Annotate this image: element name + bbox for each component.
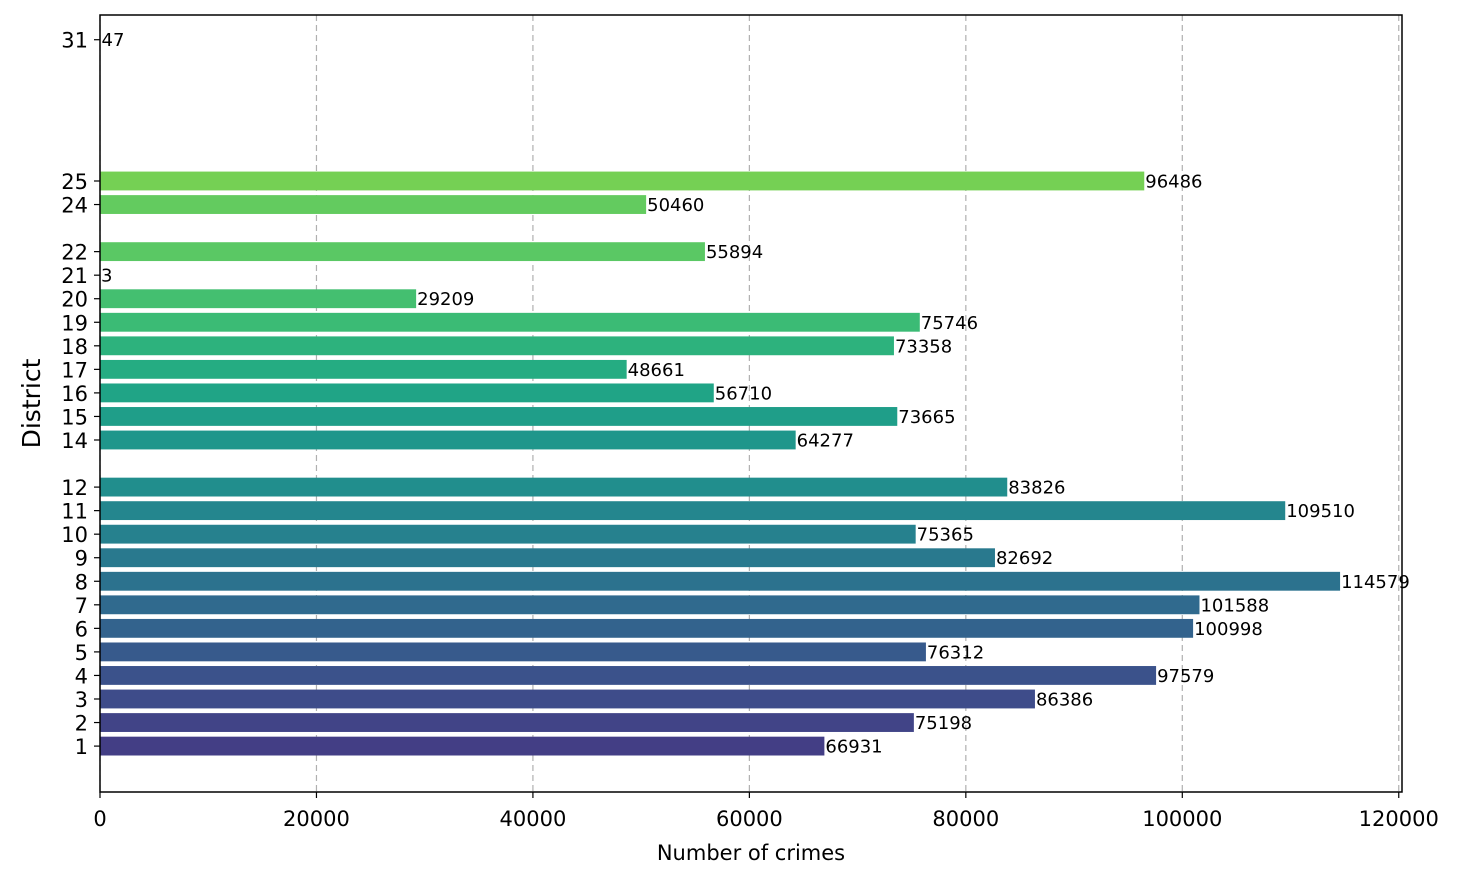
x-tick-label: 20000 — [283, 807, 350, 831]
y-tick-label: 12 — [61, 476, 88, 500]
data-label-district-9: 82692 — [996, 548, 1053, 569]
data-label-district-8: 114579 — [1341, 572, 1410, 593]
bar-district-2 — [100, 713, 914, 732]
y-tick-label: 15 — [61, 405, 88, 429]
y-tick-label: 14 — [61, 429, 88, 453]
bar-district-4 — [100, 666, 1157, 685]
data-label-district-12: 83826 — [1008, 478, 1065, 499]
y-tick-label: 4 — [75, 664, 88, 688]
data-label-district-16: 56710 — [715, 383, 772, 404]
y-tick-label: 2 — [75, 712, 88, 736]
y-tick-label: 21 — [61, 264, 88, 288]
bar-district-15 — [100, 407, 898, 426]
bar-district-9 — [100, 548, 995, 568]
bar-district-18 — [100, 336, 894, 356]
bar-district-19 — [100, 312, 920, 332]
bar-district-5 — [100, 642, 926, 662]
y-tick-label: 24 — [61, 194, 88, 218]
data-label-district-2: 75198 — [915, 713, 972, 734]
y-tick-label: 16 — [61, 382, 88, 406]
data-label-district-18: 73358 — [895, 336, 952, 357]
bar-district-3 — [100, 689, 1035, 709]
y-tick-label: 25 — [61, 170, 88, 194]
bars — [100, 30, 1341, 756]
data-label-district-6: 100998 — [1194, 619, 1263, 640]
data-label-district-10: 75365 — [917, 525, 974, 546]
data-label-district-1: 66931 — [825, 737, 882, 758]
bar-district-16 — [100, 383, 714, 403]
y-axis-label: District — [17, 358, 46, 448]
y-tick-label: 31 — [61, 29, 88, 53]
bar-district-12 — [100, 477, 1008, 497]
y-tick-label: 11 — [61, 500, 88, 524]
data-labels: 66931 75198 86386 97579 76312 100998 101588 114… — [101, 30, 1410, 757]
plot-frame — [99, 14, 1403, 793]
bar-district-24 — [100, 195, 647, 214]
bar-district-11 — [100, 501, 1286, 521]
x-axis-label: Number of crimes — [657, 841, 845, 865]
bar-district-20 — [100, 289, 417, 309]
y-tick-label: 18 — [61, 335, 88, 359]
y-tick-label: 10 — [61, 523, 88, 547]
x-tick-label: 120000 — [1359, 807, 1439, 831]
y-tick-label: 7 — [75, 594, 88, 618]
data-label-district-11: 109510 — [1286, 501, 1355, 522]
data-label-district-4: 97579 — [1157, 666, 1214, 687]
data-label-district-24: 50460 — [647, 195, 704, 216]
data-label-district-21: 3 — [101, 266, 112, 287]
y-tick-label: 22 — [61, 241, 88, 265]
data-label-district-22: 55894 — [706, 242, 763, 263]
bar-district-6 — [100, 618, 1194, 638]
x-tick-label: 60000 — [716, 807, 783, 831]
data-label-district-7: 101588 — [1200, 595, 1269, 616]
data-label-district-25: 96486 — [1145, 171, 1202, 192]
bar-district-17 — [100, 359, 627, 379]
data-label-district-15: 73665 — [898, 407, 955, 428]
y-tick-label: 17 — [61, 358, 88, 382]
data-label-district-19: 75746 — [921, 313, 978, 334]
y-tick-label: 5 — [75, 641, 88, 665]
y-tick-label: 6 — [75, 617, 88, 641]
bar-district-14 — [100, 430, 796, 450]
y-tick-label: 1 — [75, 735, 88, 759]
bar-district-22 — [100, 242, 705, 262]
x-tick-label: 0 — [93, 807, 106, 831]
y-tick-label: 20 — [61, 288, 88, 312]
data-label-district-20: 29209 — [417, 289, 474, 310]
data-label-district-3: 86386 — [1036, 689, 1093, 710]
bar-district-25 — [100, 171, 1145, 191]
data-label-district-31: 47 — [102, 30, 125, 51]
data-label-district-5: 76312 — [927, 642, 984, 663]
y-tick-label: 3 — [75, 688, 88, 712]
x-tick-label: 100000 — [1142, 807, 1222, 831]
y-tick-label: 19 — [61, 311, 88, 335]
bar-district-8 — [100, 571, 1341, 591]
x-tick-label: 80000 — [932, 807, 999, 831]
data-label-district-14: 64277 — [797, 430, 854, 451]
bar-district-10 — [100, 524, 916, 544]
bar-district-7 — [100, 595, 1200, 615]
y-tick-label: 8 — [75, 570, 88, 594]
bar-district-1 — [100, 736, 825, 756]
x-axis: 0 20000 40000 60000 80000 100000 120000 — [93, 792, 1439, 831]
y-tick-label: 9 — [75, 547, 88, 571]
x-tick-label: 40000 — [500, 807, 567, 831]
data-label-district-17: 48661 — [628, 360, 685, 381]
